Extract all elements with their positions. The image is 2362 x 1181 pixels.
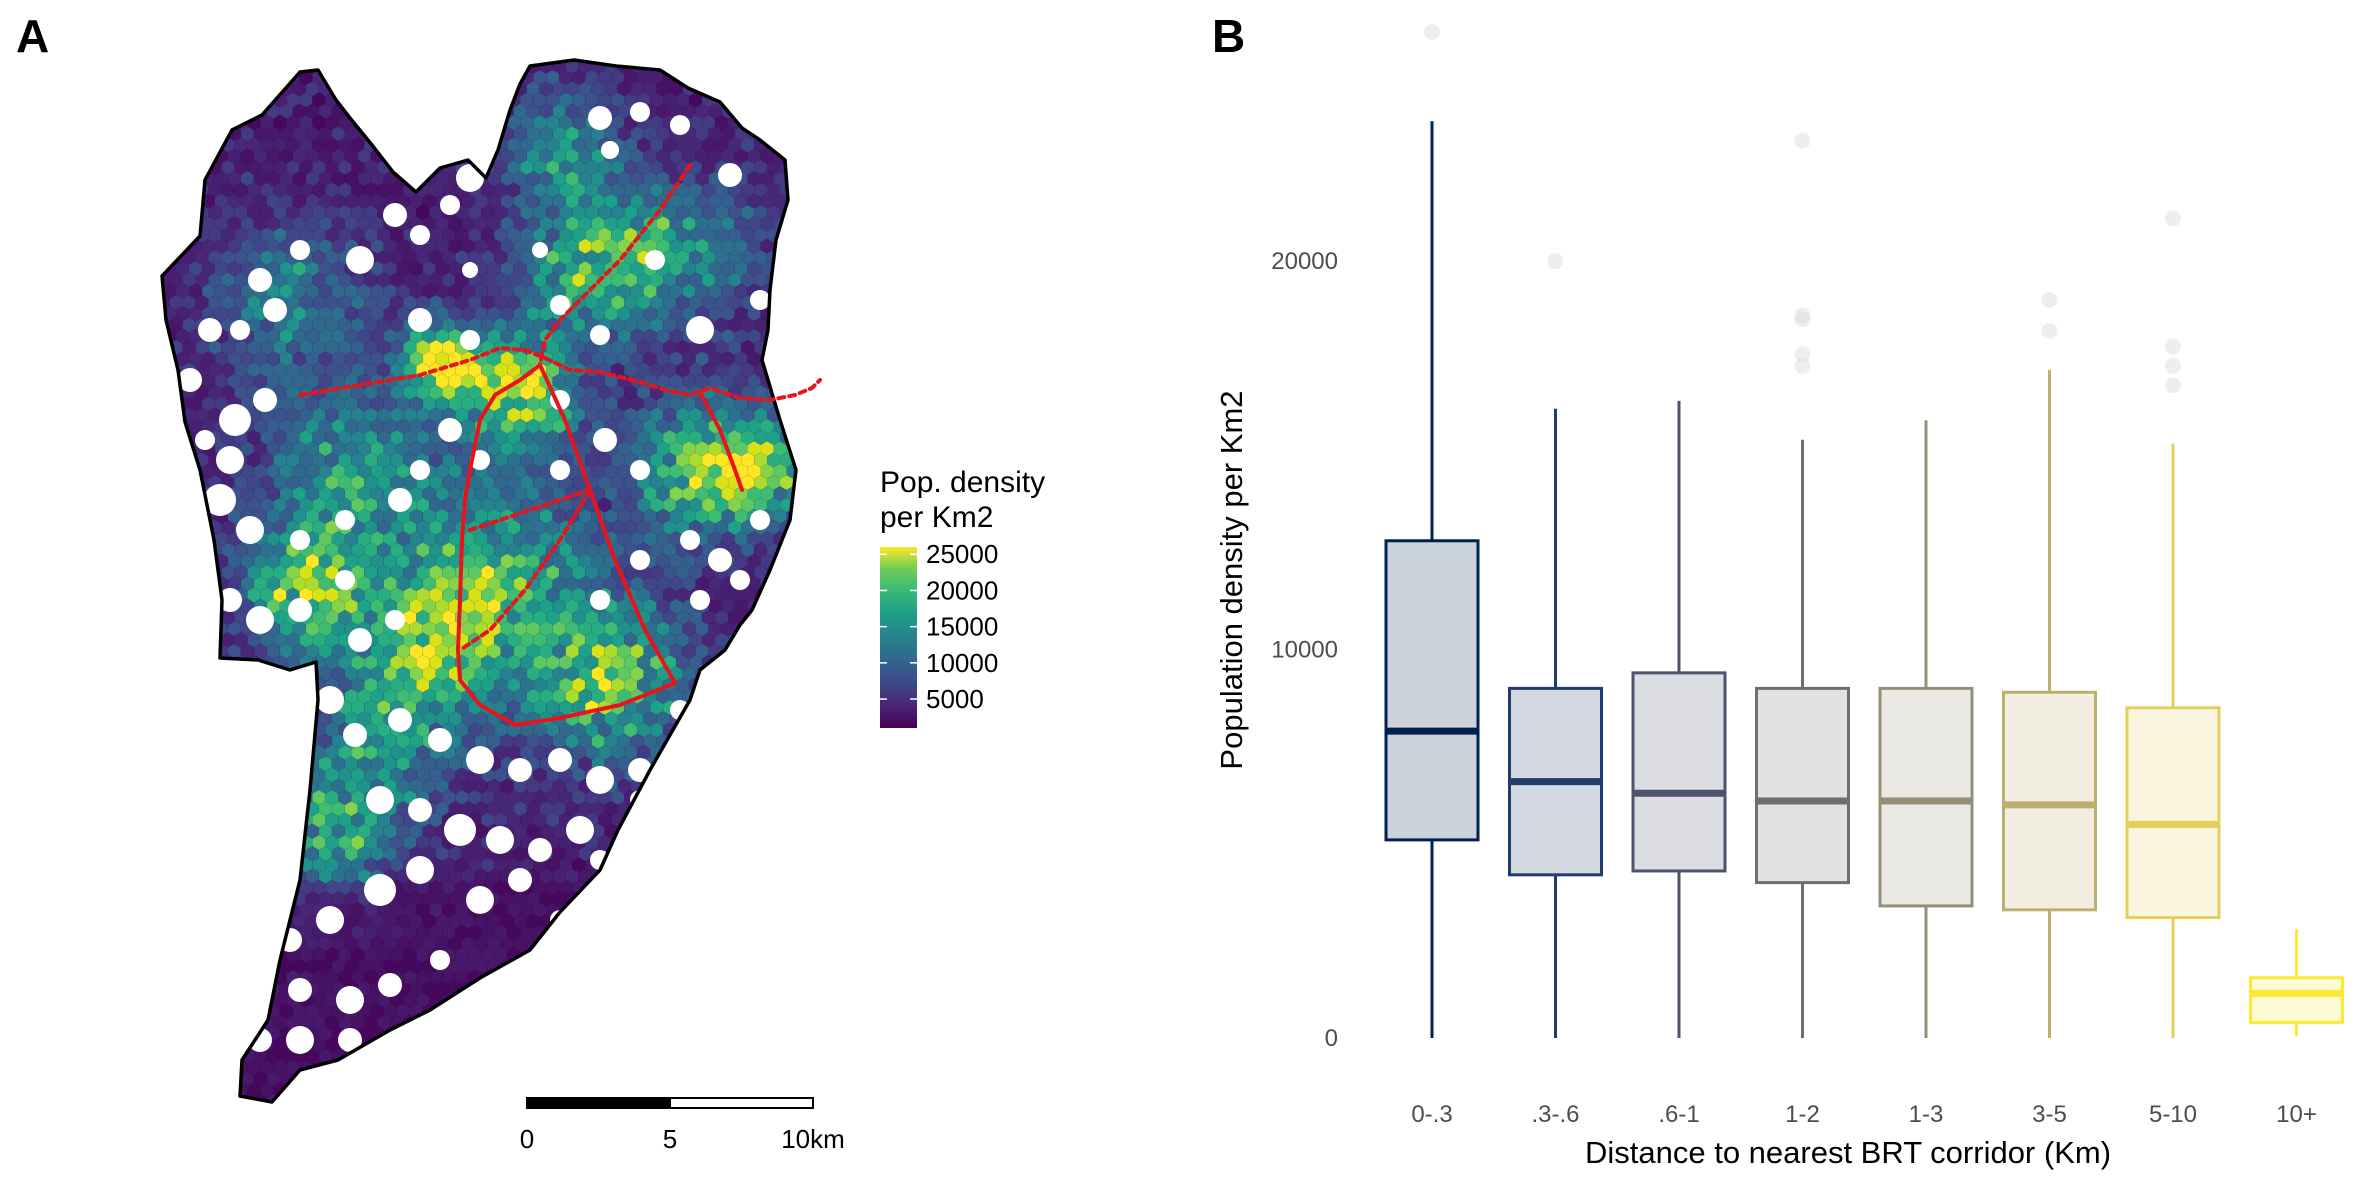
iqr-box xyxy=(1755,686,1850,885)
legend-tick-label: 5000 xyxy=(926,684,984,714)
x-tick-label: 1-2 xyxy=(1785,1101,1820,1128)
outlier-point xyxy=(2165,377,2181,394)
corridor-east-branch xyxy=(698,390,744,492)
y-tick-label: 0 xyxy=(1325,1025,1338,1052)
x-tick-label: 5-10 xyxy=(2149,1101,2197,1128)
y-tick-label: 20000 xyxy=(1271,248,1338,275)
scale-label-10km: 10km xyxy=(781,1124,845,1154)
y-axis-title: Population density per Km2 xyxy=(1214,390,1249,769)
corridor-north xyxy=(538,163,692,367)
box-.3-.6 xyxy=(1508,253,1603,1038)
outlier-point xyxy=(2165,357,2181,374)
x-tick-label: .3-.6 xyxy=(1531,1101,1579,1128)
density-map xyxy=(160,58,822,1104)
corridor-southeast xyxy=(538,363,677,685)
x-axis-title: Distance to nearest BRT corridor (Km) xyxy=(1585,1135,2111,1170)
outlier-point xyxy=(1547,253,1564,270)
iqr-box xyxy=(1384,539,1480,842)
box-10+ xyxy=(2249,929,2344,1037)
iqr-box xyxy=(2002,690,2097,912)
scale-bar-black xyxy=(526,1097,671,1109)
legend-tick-label: 20000 xyxy=(926,575,998,605)
outlier-point xyxy=(1794,307,1811,324)
scale-bar-white xyxy=(669,1097,814,1109)
outlier-point xyxy=(2041,291,2058,308)
density-legend: Pop. density per Km2 25000 20000 15000 1000… xyxy=(880,466,1045,728)
outlier-point xyxy=(2041,323,2058,339)
panel-a-label: A xyxy=(16,10,49,62)
outlier-point xyxy=(2165,338,2181,355)
iqr-box xyxy=(2249,976,2344,1024)
corridor-east-west xyxy=(298,346,822,402)
y-tick-label: 10000 xyxy=(1271,637,1338,664)
corridor-connector xyxy=(468,488,592,532)
scale-bar: 0 5 10km xyxy=(520,1097,845,1154)
box-3-5 xyxy=(2002,291,2097,1038)
outlier-point xyxy=(1794,346,1811,363)
outlier-point xyxy=(1794,357,1811,374)
outlier-point xyxy=(1794,311,1811,328)
panel-b-label: B xyxy=(1212,10,1245,62)
legend-tick-label: 25000 xyxy=(926,539,998,569)
boxplot-chart: 0 10000 20000 0-.3 .3-.6 .6-1 1-2 1-3 3-5 5-10 10… xyxy=(1214,23,2344,1170)
city-boundary xyxy=(160,58,798,1104)
hexbin-layer xyxy=(162,60,796,1102)
legend-tick-label: 10000 xyxy=(926,648,998,678)
outlier-point xyxy=(2165,210,2181,227)
x-axis-ticks: 0-.3 .3-.6 .6-1 1-2 1-3 3-5 5-10 10+ xyxy=(1411,1101,2317,1128)
iqr-box xyxy=(1878,686,1974,908)
corridor-south-loop xyxy=(456,363,677,727)
iqr-box xyxy=(2125,706,2221,920)
box-0-.3 xyxy=(1384,23,1480,1038)
box-5-10 xyxy=(2125,210,2221,1038)
scale-label-0: 0 xyxy=(520,1124,534,1154)
x-tick-label: 10+ xyxy=(2276,1101,2317,1128)
legend-title-line2: per Km2 xyxy=(880,501,993,534)
y-axis-ticks: 0 10000 20000 xyxy=(1271,248,1338,1052)
x-tick-label: 0-.3 xyxy=(1411,1101,1452,1128)
corridor-southwest xyxy=(458,488,592,652)
legend-colorbar xyxy=(880,547,917,728)
iqr-box xyxy=(1631,671,1727,873)
x-tick-label: .6-1 xyxy=(1658,1101,1699,1128)
scale-label-5: 5 xyxy=(663,1124,677,1154)
no-data-areas xyxy=(178,102,790,1054)
x-tick-label: 1-3 xyxy=(1909,1101,1944,1128)
x-tick-label: 3-5 xyxy=(2032,1101,2067,1128)
outlier-point xyxy=(1424,23,1440,40)
boxplot-boxes xyxy=(1384,23,2344,1038)
brt-corridors xyxy=(298,163,822,727)
box-.6-1 xyxy=(1631,400,1727,1038)
box-1-3 xyxy=(1878,420,1974,1038)
box-1-2 xyxy=(1755,132,1850,1038)
legend-title-line1: Pop. density xyxy=(880,466,1045,499)
legend-tick-label: 15000 xyxy=(926,612,998,642)
outlier-point xyxy=(1794,132,1811,149)
